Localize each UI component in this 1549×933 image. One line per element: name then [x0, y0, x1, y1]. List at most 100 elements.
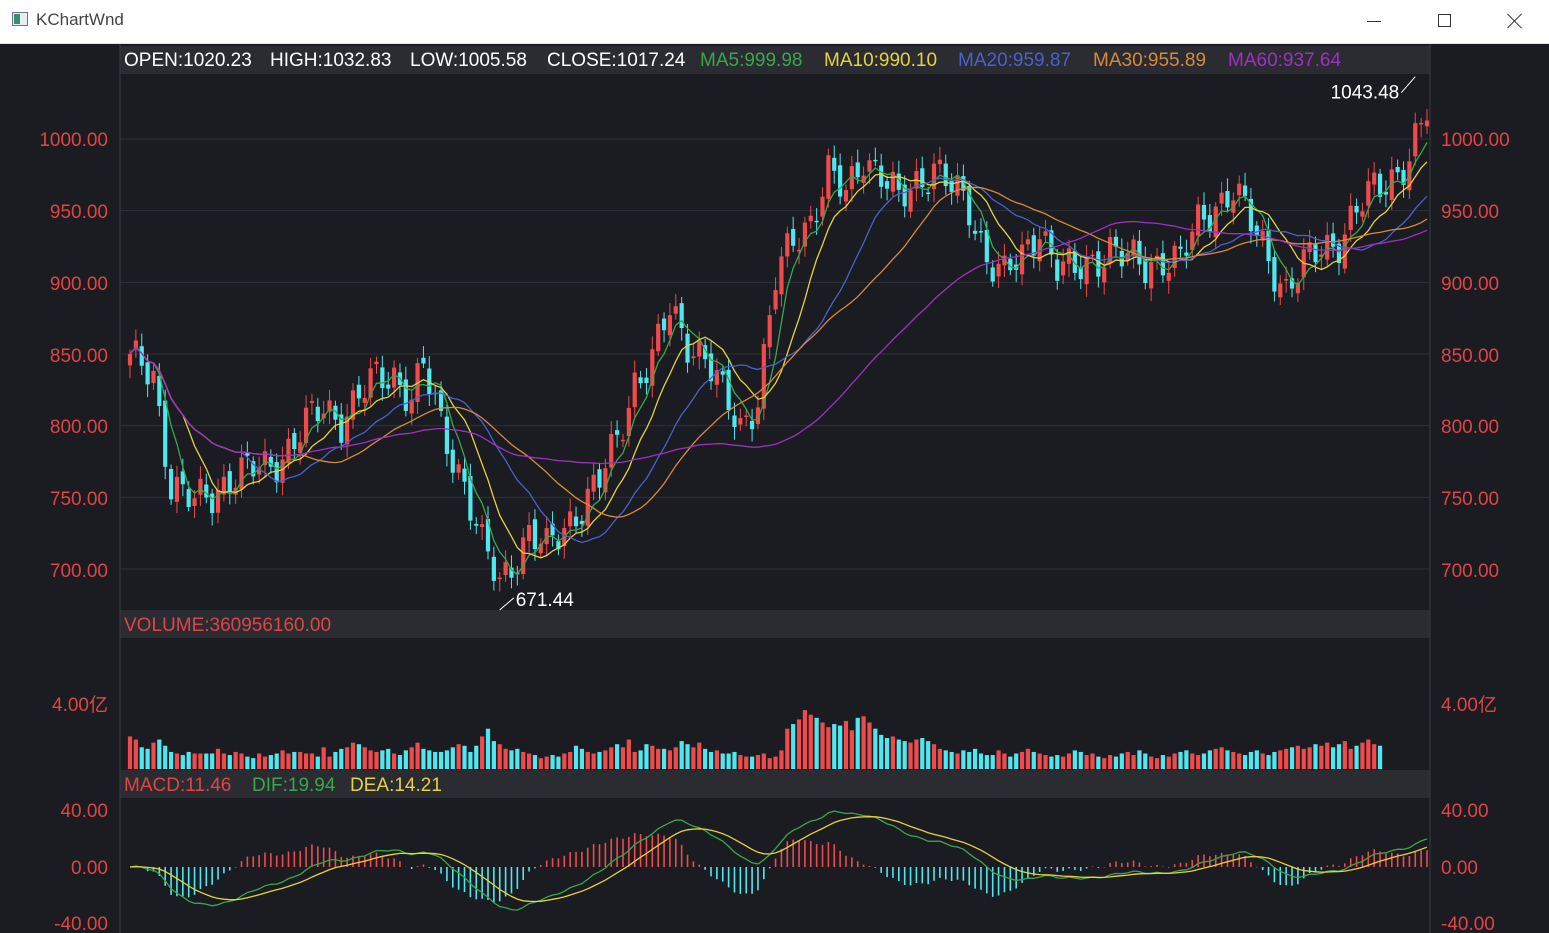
candle-down: [468, 475, 473, 521]
volume-bar: [931, 744, 937, 769]
volume-bar: [239, 753, 244, 769]
volume-bar: [785, 728, 790, 769]
volume-bar: [650, 745, 655, 769]
volume-bar: [796, 719, 802, 769]
volume-bar: [544, 756, 549, 769]
volume-bar: [996, 750, 1001, 769]
candle-up: [1219, 192, 1224, 204]
volume-bar: [861, 716, 866, 769]
volume-bar: [1061, 756, 1066, 769]
candle-down: [1266, 230, 1271, 262]
volume-bar: [1307, 747, 1312, 769]
volume-bar: [955, 753, 960, 769]
candle-up: [890, 171, 896, 192]
candle-down: [1313, 244, 1318, 263]
candle-down: [333, 405, 338, 420]
candle-up: [755, 407, 761, 425]
volume-bar: [661, 748, 667, 769]
minimize-button[interactable]: [1339, 0, 1409, 43]
info-band: [120, 46, 1430, 74]
candle-up: [849, 166, 854, 190]
candle-down: [157, 375, 162, 407]
price-tick-left-950: 950.00: [50, 202, 108, 223]
volume-bar: [168, 751, 174, 769]
candle-up: [1102, 267, 1107, 283]
volume-bar: [720, 753, 725, 769]
kline-chart[interactable]: OPEN:1020.23 HIGH:1032.83 LOW:1005.58 CL…: [0, 44, 1549, 933]
ma30-value: MA30:955.89: [1093, 50, 1206, 71]
volume-bar: [990, 755, 995, 769]
candle-up: [843, 190, 849, 202]
candle-down: [1401, 169, 1406, 185]
price-tick-left-800: 800.00: [50, 417, 108, 438]
candle-up: [368, 368, 373, 398]
ma20-value: MA20:959.87: [958, 50, 1071, 71]
volume-bar: [1301, 748, 1306, 769]
volume-bar: [409, 747, 414, 769]
volume-bar: [1031, 751, 1036, 769]
volume-bar: [1166, 756, 1171, 769]
volume-bar: [591, 753, 596, 769]
volume-bar: [1137, 750, 1142, 769]
volume-bar: [1278, 750, 1283, 769]
dea-value: DEA:14.21: [350, 775, 442, 796]
candle-down: [949, 180, 954, 192]
macd-tick-left-0: 0.00: [71, 858, 108, 879]
candle-up: [262, 451, 268, 466]
volume-bar: [1055, 755, 1060, 769]
volume-bar: [356, 744, 361, 769]
candle-down: [703, 345, 708, 360]
app-icon: [12, 12, 28, 26]
price-tick-left-1000: 1000.00: [39, 130, 108, 151]
high-value: HIGH:1032.83: [270, 50, 391, 71]
open-value: OPEN:1020.23: [124, 50, 252, 71]
volume-bar: [867, 722, 872, 769]
volume-bar: [1154, 758, 1160, 769]
candle-down: [967, 186, 972, 226]
candle-up: [1284, 279, 1289, 281]
volume-bar: [849, 730, 854, 769]
candle-up: [609, 433, 614, 468]
volume-bar: [1207, 750, 1212, 769]
volume-bar: [1219, 747, 1224, 769]
volume-bar: [1313, 744, 1318, 769]
volume-bar: [1066, 753, 1072, 769]
candle-up: [867, 160, 872, 172]
volume-bar: [380, 750, 385, 769]
volume-bar: [362, 747, 367, 769]
ma5-value: MA5:999.98: [700, 50, 802, 71]
volume-bar: [1213, 748, 1218, 769]
candle-down: [1078, 267, 1083, 280]
volume-bar: [468, 751, 473, 769]
candle-up: [1149, 262, 1154, 289]
volume-bar: [1342, 741, 1347, 769]
close-button[interactable]: [1479, 0, 1549, 43]
candle-down: [961, 176, 966, 191]
candle-down: [896, 173, 901, 190]
info-line: OPEN:1020.23 HIGH:1032.83 LOW:1005.58 CL…: [124, 50, 1341, 71]
volume-bar: [1330, 747, 1336, 769]
maximize-icon: [1438, 14, 1451, 27]
candle-down: [427, 368, 432, 394]
price-tick-right-750: 750.00: [1441, 489, 1499, 510]
candle-up: [497, 577, 502, 580]
candle-up: [603, 468, 608, 493]
candle-down: [274, 462, 279, 483]
volume-bar: [321, 747, 326, 769]
volume-bar: [474, 745, 479, 769]
candle-up: [198, 478, 203, 495]
candle-down: [339, 414, 344, 443]
candle-down: [1072, 250, 1077, 273]
volume-bar: [491, 741, 496, 769]
candle-down: [661, 318, 667, 331]
volume-bar: [303, 753, 309, 769]
macd-tick-left-40: 40.00: [60, 801, 108, 822]
volume-bar: [673, 747, 678, 769]
candle-up: [1419, 122, 1424, 125]
volume-bar: [386, 748, 391, 769]
candle-down: [1395, 166, 1400, 173]
volume-bar: [292, 751, 297, 769]
candle-up: [1366, 181, 1371, 206]
maximize-button[interactable]: [1409, 0, 1479, 43]
candle-down: [597, 469, 602, 488]
